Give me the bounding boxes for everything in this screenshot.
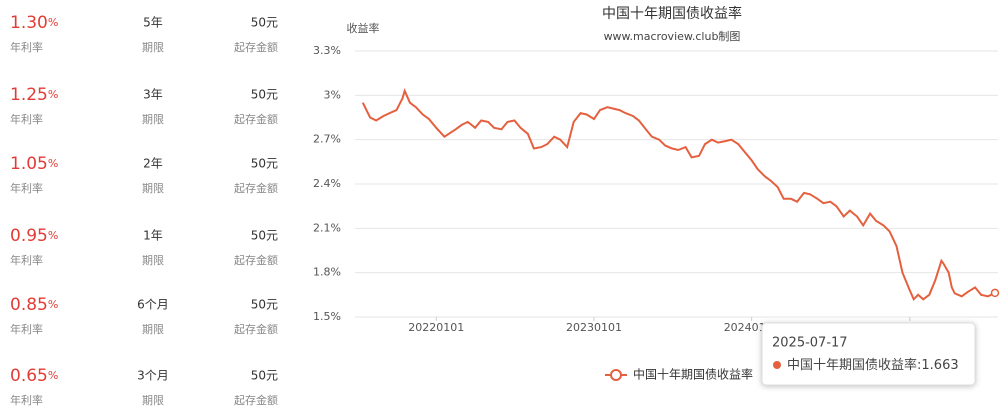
- amount: 50元: [251, 88, 278, 102]
- rate-value: 0.85: [10, 295, 48, 315]
- y-axis-label: 收益率: [347, 21, 380, 35]
- amount-label: 起存金额: [234, 393, 278, 407]
- rate-label: 年利率: [10, 112, 43, 126]
- rates-panel: [0, 0, 290, 412]
- rate: 1.30%: [10, 13, 58, 33]
- term-label: 期限: [142, 394, 164, 407]
- amount: 50元: [251, 229, 278, 243]
- rate: 0.85%: [10, 295, 58, 315]
- x-tick-label: 20230101: [566, 321, 622, 334]
- y-tick-label: 2.7%: [313, 133, 341, 146]
- rate: 1.25%: [10, 85, 58, 105]
- point-marker: [990, 288, 1000, 298]
- rate: 1.05%: [10, 154, 58, 174]
- y-tick-label: 2.1%: [313, 221, 341, 234]
- term-label: 期限: [142, 182, 164, 195]
- tooltip-dot: [773, 361, 781, 369]
- rate: 0.95%: [10, 226, 58, 246]
- rate-label: 年利率: [10, 40, 43, 54]
- rate-value: 1.30: [10, 13, 48, 33]
- y-tick-label: 2.4%: [313, 177, 341, 190]
- y-tick-label: 3.3%: [313, 44, 341, 57]
- tooltip-series: 中国十年期国债收益率: [787, 357, 917, 373]
- rate-unit: %: [48, 298, 58, 311]
- amount: 50元: [251, 298, 278, 312]
- tooltip-box: [761, 322, 976, 386]
- amount-label: 起存金额: [234, 322, 278, 336]
- rate-unit: %: [48, 157, 58, 170]
- term: 2年: [143, 157, 163, 171]
- term-label: 期限: [142, 113, 164, 126]
- y-tick-label: 1.5%: [313, 310, 341, 323]
- tooltip-value: 中国十年期国债收益率:1.663: [787, 357, 959, 373]
- rate-unit: %: [48, 369, 58, 382]
- term-label: 期限: [142, 41, 164, 54]
- amount: 50元: [251, 16, 278, 30]
- tooltip-number: 1.663: [921, 358, 958, 373]
- term-label: 期限: [142, 254, 164, 267]
- rate-label: 年利率: [10, 393, 43, 407]
- rate-unit: %: [48, 88, 58, 101]
- term: 3个月: [137, 369, 169, 383]
- rate-value: 1.25: [10, 85, 48, 105]
- term: 1年: [143, 229, 163, 243]
- amount-label: 起存金额: [234, 112, 278, 126]
- chart-title: 中国十年期国债收益率: [602, 5, 742, 22]
- term: 6个月: [137, 298, 169, 312]
- term-label: 期限: [142, 323, 164, 336]
- rate-unit: %: [48, 16, 58, 29]
- amount: 50元: [251, 369, 278, 383]
- rate-value: 0.65: [10, 366, 48, 386]
- rate-value: 1.05: [10, 154, 48, 174]
- amount-label: 起存金额: [234, 40, 278, 54]
- term: 5年: [143, 16, 163, 30]
- tooltip-date: 2025-07-17: [772, 336, 848, 351]
- rate: 0.65%: [10, 366, 58, 386]
- chart-subtitle: www.macroview.club制图: [604, 30, 741, 43]
- x-tick-label: 20220101: [408, 321, 464, 334]
- rate-label: 年利率: [10, 322, 43, 336]
- y-tick-label: 3%: [324, 88, 341, 101]
- amount-label: 起存金额: [234, 253, 278, 267]
- amount: 50元: [251, 157, 278, 171]
- tooltip-sep: :: [917, 358, 921, 373]
- rate-label: 年利率: [10, 181, 43, 195]
- legend-label: 中国十年期国债收益率: [633, 367, 753, 382]
- term: 3年: [143, 88, 163, 102]
- rate-value: 0.95: [10, 226, 48, 246]
- y-tick-label: 1.8%: [313, 266, 341, 279]
- rate-unit: %: [48, 229, 58, 242]
- rate-label: 年利率: [10, 253, 43, 267]
- legend-marker: [610, 369, 622, 381]
- amount-label: 起存金额: [234, 181, 278, 195]
- line: [361, 88, 996, 302]
